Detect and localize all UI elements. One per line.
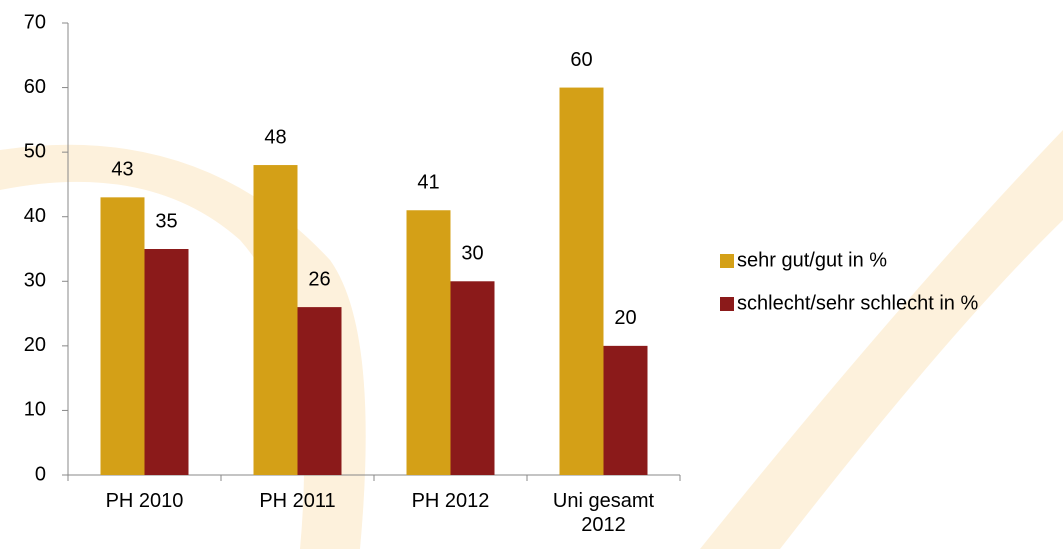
bar: [101, 197, 145, 475]
y-tick-label: 60: [24, 76, 46, 98]
bar: [254, 165, 298, 475]
x-tick-label: PH 2010: [75, 489, 215, 513]
data-label: 60: [570, 49, 592, 71]
x-tick-label: PH 2011: [228, 489, 368, 513]
bar: [451, 281, 495, 475]
data-label: 26: [308, 268, 330, 290]
bar: [298, 307, 342, 475]
y-tick-label: 10: [24, 399, 46, 421]
data-label: 30: [461, 243, 483, 265]
bar: [604, 346, 648, 475]
y-tick-label: 40: [24, 205, 46, 227]
x-tick-label: PH 2012: [381, 489, 521, 513]
y-tick-label: 30: [24, 270, 46, 292]
y-tick-label: 20: [24, 334, 46, 356]
background-swirl: [700, 130, 1063, 549]
bar: [145, 249, 189, 475]
data-label: 35: [155, 210, 177, 232]
legend-swatch: [720, 297, 734, 311]
y-tick-label: 0: [35, 463, 46, 485]
data-label: 48: [264, 126, 286, 148]
legend-label: schlecht/sehr schlecht in %: [737, 292, 978, 314]
data-label: 43: [111, 159, 133, 181]
y-tick-label: 50: [24, 140, 46, 162]
page: 0 10 20 30 40 50 60 70 43 35 48 26 41 30 60 20 sehr gut/…: [0, 0, 1063, 549]
legend-label: sehr gut/gut in %: [737, 249, 887, 271]
bar: [560, 88, 604, 475]
data-label: 41: [417, 172, 439, 194]
chart: 0 10 20 30 40 50 60 70 43 35 48 26 41 30 60 20 sehr gut/…: [0, 0, 1063, 549]
y-tick-label: 70: [24, 11, 46, 33]
bar: [407, 210, 451, 475]
legend-swatch: [720, 254, 734, 268]
data-label: 20: [614, 307, 636, 329]
x-tick-label: Uni gesamt 2012: [534, 489, 674, 537]
